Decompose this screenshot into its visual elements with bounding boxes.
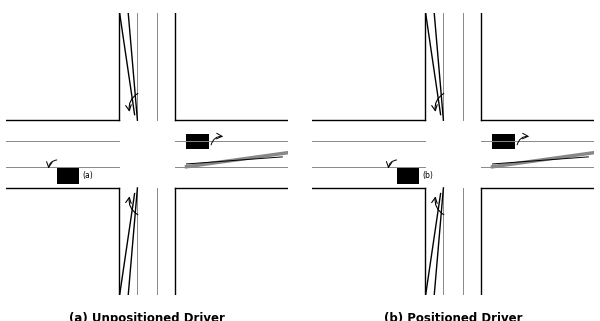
Text: (a): (a) bbox=[82, 171, 93, 180]
Text: (b) Positioned Driver: (b) Positioned Driver bbox=[384, 312, 522, 321]
Text: (b): (b) bbox=[422, 171, 433, 180]
Bar bbox=[187, 134, 209, 149]
Bar bbox=[57, 168, 79, 184]
Text: (a) Unpositioned Driver: (a) Unpositioned Driver bbox=[69, 312, 225, 321]
Bar bbox=[397, 168, 419, 184]
Bar bbox=[493, 134, 515, 149]
